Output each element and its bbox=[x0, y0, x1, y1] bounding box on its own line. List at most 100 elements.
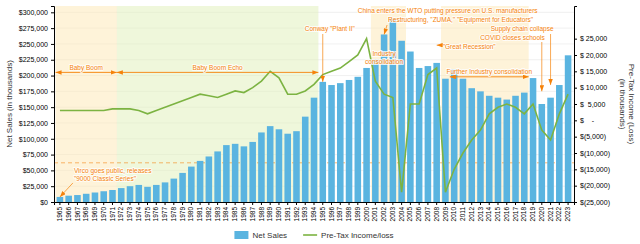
annotation-line: Industry bbox=[373, 50, 397, 58]
y-tick-label: $(20,000) bbox=[580, 182, 610, 190]
bar bbox=[241, 146, 248, 202]
x-tick-label: 1996 bbox=[328, 207, 335, 222]
bar bbox=[346, 80, 353, 202]
bar bbox=[100, 191, 107, 202]
tick-mark bbox=[270, 202, 271, 205]
tick-mark bbox=[51, 202, 54, 203]
x-tick: 2002 bbox=[380, 202, 387, 221]
tick-mark bbox=[208, 202, 209, 205]
x-tick: 1986 bbox=[240, 202, 247, 221]
x-tick-label: 2023 bbox=[564, 207, 571, 222]
x-tick-label: 2010 bbox=[450, 207, 457, 222]
bracket bbox=[56, 72, 117, 73]
y-tick-label: $275,000 bbox=[19, 25, 48, 32]
annotation-text: COVID closes schools bbox=[480, 34, 545, 41]
bar bbox=[127, 186, 134, 202]
y-tick-label: $225,000 bbox=[19, 56, 48, 63]
x-tick: 1966 bbox=[65, 202, 72, 221]
y-tick-label: $ 15,000 bbox=[580, 68, 607, 75]
legend-item: Pre-Tax Income/loss bbox=[303, 231, 393, 240]
tick-mark bbox=[147, 202, 148, 205]
x-tick-label: 1986 bbox=[240, 207, 247, 222]
bar bbox=[468, 88, 475, 202]
bar bbox=[74, 195, 81, 202]
tick-mark bbox=[427, 202, 428, 205]
x-tick-label: 1987 bbox=[249, 207, 256, 222]
bar bbox=[363, 68, 370, 202]
x-tick: 2009 bbox=[442, 202, 449, 221]
tick-mark bbox=[112, 202, 113, 205]
x-tick-label: 1974 bbox=[135, 207, 142, 222]
tick-mark bbox=[489, 202, 490, 205]
x-tick: 1967 bbox=[74, 202, 81, 221]
y-tick-label: $(5,000) bbox=[580, 133, 606, 141]
x-tick-label: 1971 bbox=[109, 207, 116, 222]
y-tick: $75,000 bbox=[23, 151, 54, 158]
tick-mark bbox=[68, 202, 69, 205]
tick-mark bbox=[506, 202, 507, 205]
annotation-text: Conway "Plant II" bbox=[305, 25, 356, 33]
bar bbox=[328, 85, 335, 202]
y-tick-label: $75,000 bbox=[23, 151, 48, 158]
x-tick: 2022 bbox=[555, 202, 562, 221]
tick-mark bbox=[51, 139, 54, 140]
tick-mark bbox=[574, 120, 577, 121]
bar bbox=[135, 185, 142, 202]
tick-mark bbox=[51, 12, 54, 13]
x-tick: 1997 bbox=[336, 202, 343, 221]
x-tick-label: 1982 bbox=[205, 207, 212, 222]
x-tick: 2020 bbox=[538, 202, 545, 221]
x-tick: 1970 bbox=[100, 202, 107, 221]
y-tick: $25,000 bbox=[23, 183, 54, 190]
tick-mark bbox=[574, 55, 577, 56]
x-tick-label: 2004 bbox=[398, 207, 405, 222]
y-axis: $0$25,000$50,000$75,000$100,000$125,000$… bbox=[19, 7, 55, 206]
tick-mark bbox=[541, 202, 542, 205]
tick-mark bbox=[574, 71, 577, 72]
tick-mark bbox=[559, 202, 560, 205]
x-tick: 1969 bbox=[91, 202, 98, 221]
axis-line bbox=[55, 203, 575, 206]
x-tick: 1999 bbox=[354, 202, 361, 221]
tick-mark bbox=[436, 202, 437, 205]
tick-mark bbox=[51, 107, 54, 108]
tick-mark bbox=[401, 202, 402, 205]
x-tick-label: 2013 bbox=[477, 207, 484, 222]
annotation-text: Restructuring, "ZUMA," "Equipment for Ed… bbox=[388, 16, 534, 24]
bracket bbox=[450, 76, 529, 77]
x-tick: 1988 bbox=[258, 202, 265, 221]
x-tick-label: 1998 bbox=[345, 207, 352, 222]
x-tick: 1975 bbox=[144, 202, 151, 221]
x-tick-label: 1993 bbox=[301, 207, 308, 222]
x-tick-label: 1970 bbox=[100, 207, 107, 222]
y-tick-label: $ 10,000 bbox=[580, 84, 607, 91]
tick-mark bbox=[130, 202, 131, 205]
bar bbox=[267, 126, 274, 202]
tick-mark bbox=[574, 104, 577, 105]
bar bbox=[451, 69, 458, 202]
tick-mark bbox=[296, 202, 297, 205]
x-tick: 2006 bbox=[415, 202, 422, 221]
annotation-line: Virco goes public, releases bbox=[74, 167, 152, 175]
x-tick-label: 2012 bbox=[468, 207, 475, 222]
x-tick-label: 2007 bbox=[424, 207, 431, 222]
bar bbox=[223, 145, 230, 202]
tick-mark bbox=[471, 202, 472, 205]
tick-mark bbox=[200, 202, 201, 205]
annotation-line: Baby Boom Echo bbox=[193, 64, 244, 72]
x-tick: 1982 bbox=[205, 202, 212, 221]
x-tick: 1996 bbox=[328, 202, 335, 221]
tick-mark bbox=[392, 202, 393, 205]
x-tick-label: 2019 bbox=[529, 207, 536, 222]
x-tick-label: 1995 bbox=[319, 207, 326, 222]
annotation-text: Baby Boom Echo bbox=[193, 64, 244, 72]
tick-mark bbox=[524, 202, 525, 205]
x-tick-label: 2018 bbox=[520, 207, 527, 222]
x-tick-label: 1989 bbox=[266, 207, 273, 222]
tick-mark bbox=[375, 202, 376, 205]
bar bbox=[477, 91, 484, 202]
tick-mark bbox=[121, 202, 122, 205]
x-tick: 2000 bbox=[363, 202, 370, 221]
annotation-text: China enters the WTO putting pressure on… bbox=[358, 7, 539, 15]
x-tick: 2003 bbox=[389, 202, 396, 221]
